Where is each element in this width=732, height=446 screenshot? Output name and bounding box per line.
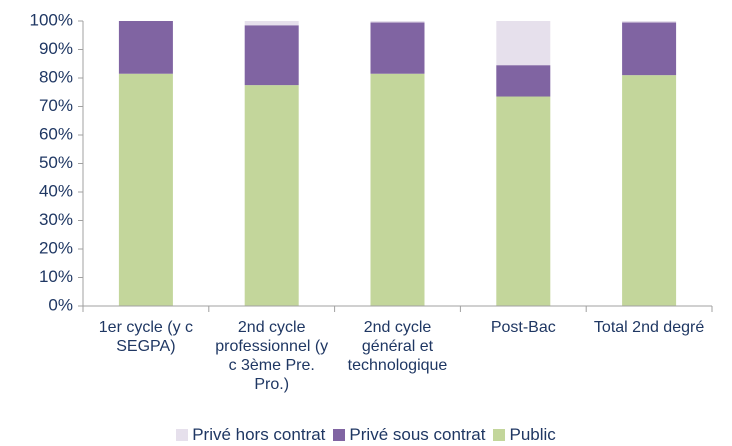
bar-segment bbox=[496, 65, 551, 97]
bar-segment bbox=[496, 96, 551, 307]
legend-swatch bbox=[333, 429, 346, 441]
bar-segment bbox=[244, 25, 299, 86]
y-tick-label: 70% bbox=[39, 96, 73, 115]
y-tick-label: 10% bbox=[39, 267, 73, 286]
y-tick-label: 20% bbox=[39, 238, 73, 257]
legend-item: Privé sous contrat bbox=[333, 425, 485, 445]
y-tick-label: 60% bbox=[39, 124, 73, 143]
y-tick-label: 80% bbox=[39, 67, 73, 86]
bar-segment bbox=[118, 73, 173, 306]
legend-label: Privé sous contrat bbox=[349, 425, 486, 444]
legend-item: Privé hors contrat bbox=[176, 425, 325, 445]
x-tick-label: 1er cycle (y c SEGPA) bbox=[98, 319, 194, 355]
x-tick-label: Post-Bac bbox=[490, 319, 556, 336]
x-tick-label: Total 2nd degré bbox=[593, 319, 705, 336]
bar-segment bbox=[622, 75, 677, 307]
bar-segment bbox=[622, 21, 677, 23]
bar-segment bbox=[244, 85, 299, 306]
bar-segment bbox=[370, 21, 425, 23]
legend-label: Public bbox=[509, 425, 556, 444]
y-tick-label: 90% bbox=[39, 39, 73, 58]
legend-swatch bbox=[176, 429, 189, 441]
legend-swatch bbox=[493, 429, 506, 441]
bar-segment bbox=[244, 21, 299, 26]
bar-segment bbox=[622, 22, 677, 76]
y-tick-label: 40% bbox=[39, 181, 73, 200]
y-tick-label: 30% bbox=[39, 210, 73, 229]
legend-label: Privé hors contrat bbox=[192, 425, 326, 444]
bar-segment bbox=[118, 21, 173, 74]
bar-segment bbox=[496, 21, 551, 66]
y-tick-label: 0% bbox=[48, 295, 73, 314]
y-tick-label: 100% bbox=[30, 10, 73, 29]
x-tick-label: 2nd cycle professionnel (y c 3ème Pre. P… bbox=[215, 319, 329, 393]
legend: Privé hors contrat Privé sous contrat Publ… bbox=[0, 425, 732, 445]
y-tick-label: 50% bbox=[39, 153, 73, 172]
bar-segment bbox=[370, 73, 425, 306]
x-tick-label: 2nd cycle général et technologique bbox=[347, 319, 448, 374]
bar-segment bbox=[370, 22, 425, 74]
legend-item: Public bbox=[493, 425, 556, 445]
